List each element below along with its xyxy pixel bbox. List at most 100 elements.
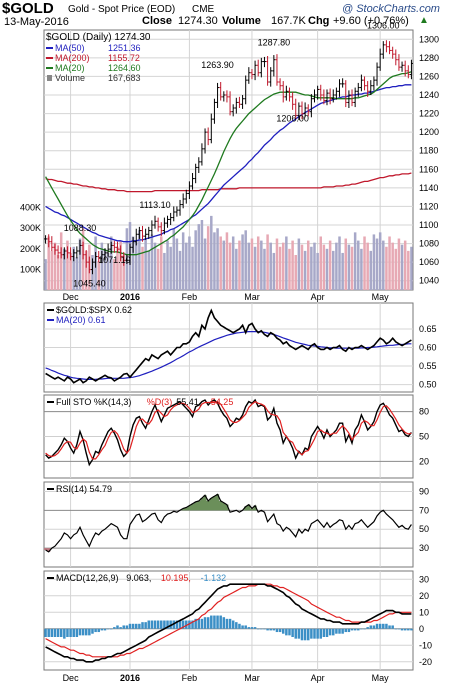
ohlc-bar [106, 243, 110, 257]
volume-bar [382, 240, 385, 290]
rsi-oversold-fill [44, 548, 51, 552]
volume-bar [350, 246, 354, 290]
macd-histogram-bar [366, 627, 369, 629]
legend-value: 167,683 [108, 73, 141, 83]
volume-bar [363, 236, 366, 290]
ohlc-bar [97, 251, 101, 263]
up-arrow-icon: ▲ [419, 15, 429, 26]
macd-histogram-bar [128, 623, 132, 629]
volume-bar [378, 232, 382, 290]
macd-histogram-bar [241, 625, 244, 629]
close-value: 1274.30 [178, 15, 218, 27]
ohlc-bar [225, 90, 229, 103]
volume-bar [175, 238, 179, 290]
macd-histogram-bar [131, 623, 135, 629]
macd-histogram-bar [222, 617, 226, 629]
price-annotation: 1306.00 [367, 21, 400, 31]
volume-bar [191, 246, 194, 290]
macd-line [45, 583, 412, 663]
volume-bar [316, 252, 319, 290]
ohlc-bar [65, 246, 69, 259]
volume-bar [375, 238, 379, 290]
volume-bar [360, 248, 363, 290]
ohlc-bar [316, 85, 320, 100]
macd-histogram-bar [281, 628, 285, 634]
ohlc-bar [153, 215, 157, 229]
macd-histogram-bar [235, 622, 238, 629]
volume-bar [66, 240, 69, 290]
macd-histogram-bar [175, 620, 179, 629]
macd-histogram-bar [357, 628, 360, 631]
macd-histogram-bar [247, 627, 251, 629]
ohlc-bar [147, 226, 151, 239]
macd-histogram-bar [203, 617, 207, 629]
macd-histogram-bar [378, 623, 382, 629]
volume-bar [144, 238, 147, 290]
volume-bar [131, 236, 135, 290]
macd-histogram-bar [256, 628, 260, 630]
ohlc-bar [134, 228, 138, 246]
volume-bar [410, 246, 413, 290]
volume-bar [391, 242, 394, 290]
volume-bar [235, 248, 238, 290]
macd-histogram-bar [69, 628, 72, 637]
ratio-axis-tick-label: 0.55 [419, 361, 437, 371]
macd-histogram-bar [122, 625, 125, 629]
volume-bar [147, 250, 151, 290]
volume-bar [300, 244, 304, 290]
ohlc-bar [266, 56, 270, 86]
volume-bar [310, 246, 313, 290]
rsi-tick-label: 90 [419, 486, 429, 496]
macd-axis-tick-label: 20 [419, 591, 429, 601]
price-axis-tick-label: 1140 [419, 183, 438, 193]
macd-histogram-bar [363, 628, 366, 630]
price-axis-tick-label: 1120 [419, 201, 438, 211]
macd-axis-tick-label: 30 [419, 574, 429, 584]
macd-histogram-bar [394, 628, 398, 630]
ohlc-bar [109, 241, 113, 254]
macd-histogram-bar [188, 620, 191, 629]
legend-value: 1264.60 [108, 63, 141, 73]
volume-bar [100, 242, 104, 290]
x-axis-label: May [372, 292, 390, 302]
macd-histogram-bar [375, 623, 379, 629]
macd-histogram-bar [350, 628, 354, 631]
volume-bar [256, 236, 260, 290]
macd-histogram-bar [59, 628, 63, 637]
macd-histogram-bar [288, 628, 291, 636]
macd-histogram-bar [322, 628, 326, 637]
macd-histogram-bar [325, 628, 329, 637]
volume-bar [228, 242, 232, 290]
ratio-axis-tick-label: 0.50 [419, 380, 437, 390]
price-axis-tick-label: 1200 [419, 127, 439, 137]
macd-histogram-bar [88, 628, 91, 636]
ohlc-bar [256, 59, 260, 77]
macd-histogram-bar [147, 620, 151, 629]
ratio-ma-legend: MA(20) 0.61 [56, 315, 106, 325]
volume-bar [347, 244, 351, 290]
macd-histogram-bar [294, 628, 297, 639]
ohlc-bar [388, 41, 392, 55]
volume-bar [400, 244, 404, 290]
volume-bar [388, 236, 391, 290]
x-axis-label: May [372, 673, 390, 683]
ratio-line [45, 308, 412, 384]
ratio-title: $GOLD:$SPX 0.62 [56, 305, 132, 315]
volume-bar [219, 236, 222, 290]
ohlc-bar [406, 65, 410, 79]
volume-bar [328, 240, 332, 290]
macd-histogram-bar [200, 618, 204, 629]
ma200-line [45, 172, 412, 193]
macd-histogram-bar [56, 628, 60, 637]
volume-bar [325, 248, 329, 290]
macd-histogram-bar [306, 628, 310, 641]
ohlc-bar [409, 59, 413, 80]
volume-bar [335, 242, 338, 290]
volume-bar [138, 230, 141, 290]
ohlc-bar [381, 41, 385, 59]
ohlc-bar [119, 245, 123, 262]
ohlc-bar [84, 250, 88, 268]
ohlc-bar [212, 98, 216, 124]
macd-histogram-bar [163, 620, 166, 629]
macd-histogram-bar [75, 628, 79, 637]
